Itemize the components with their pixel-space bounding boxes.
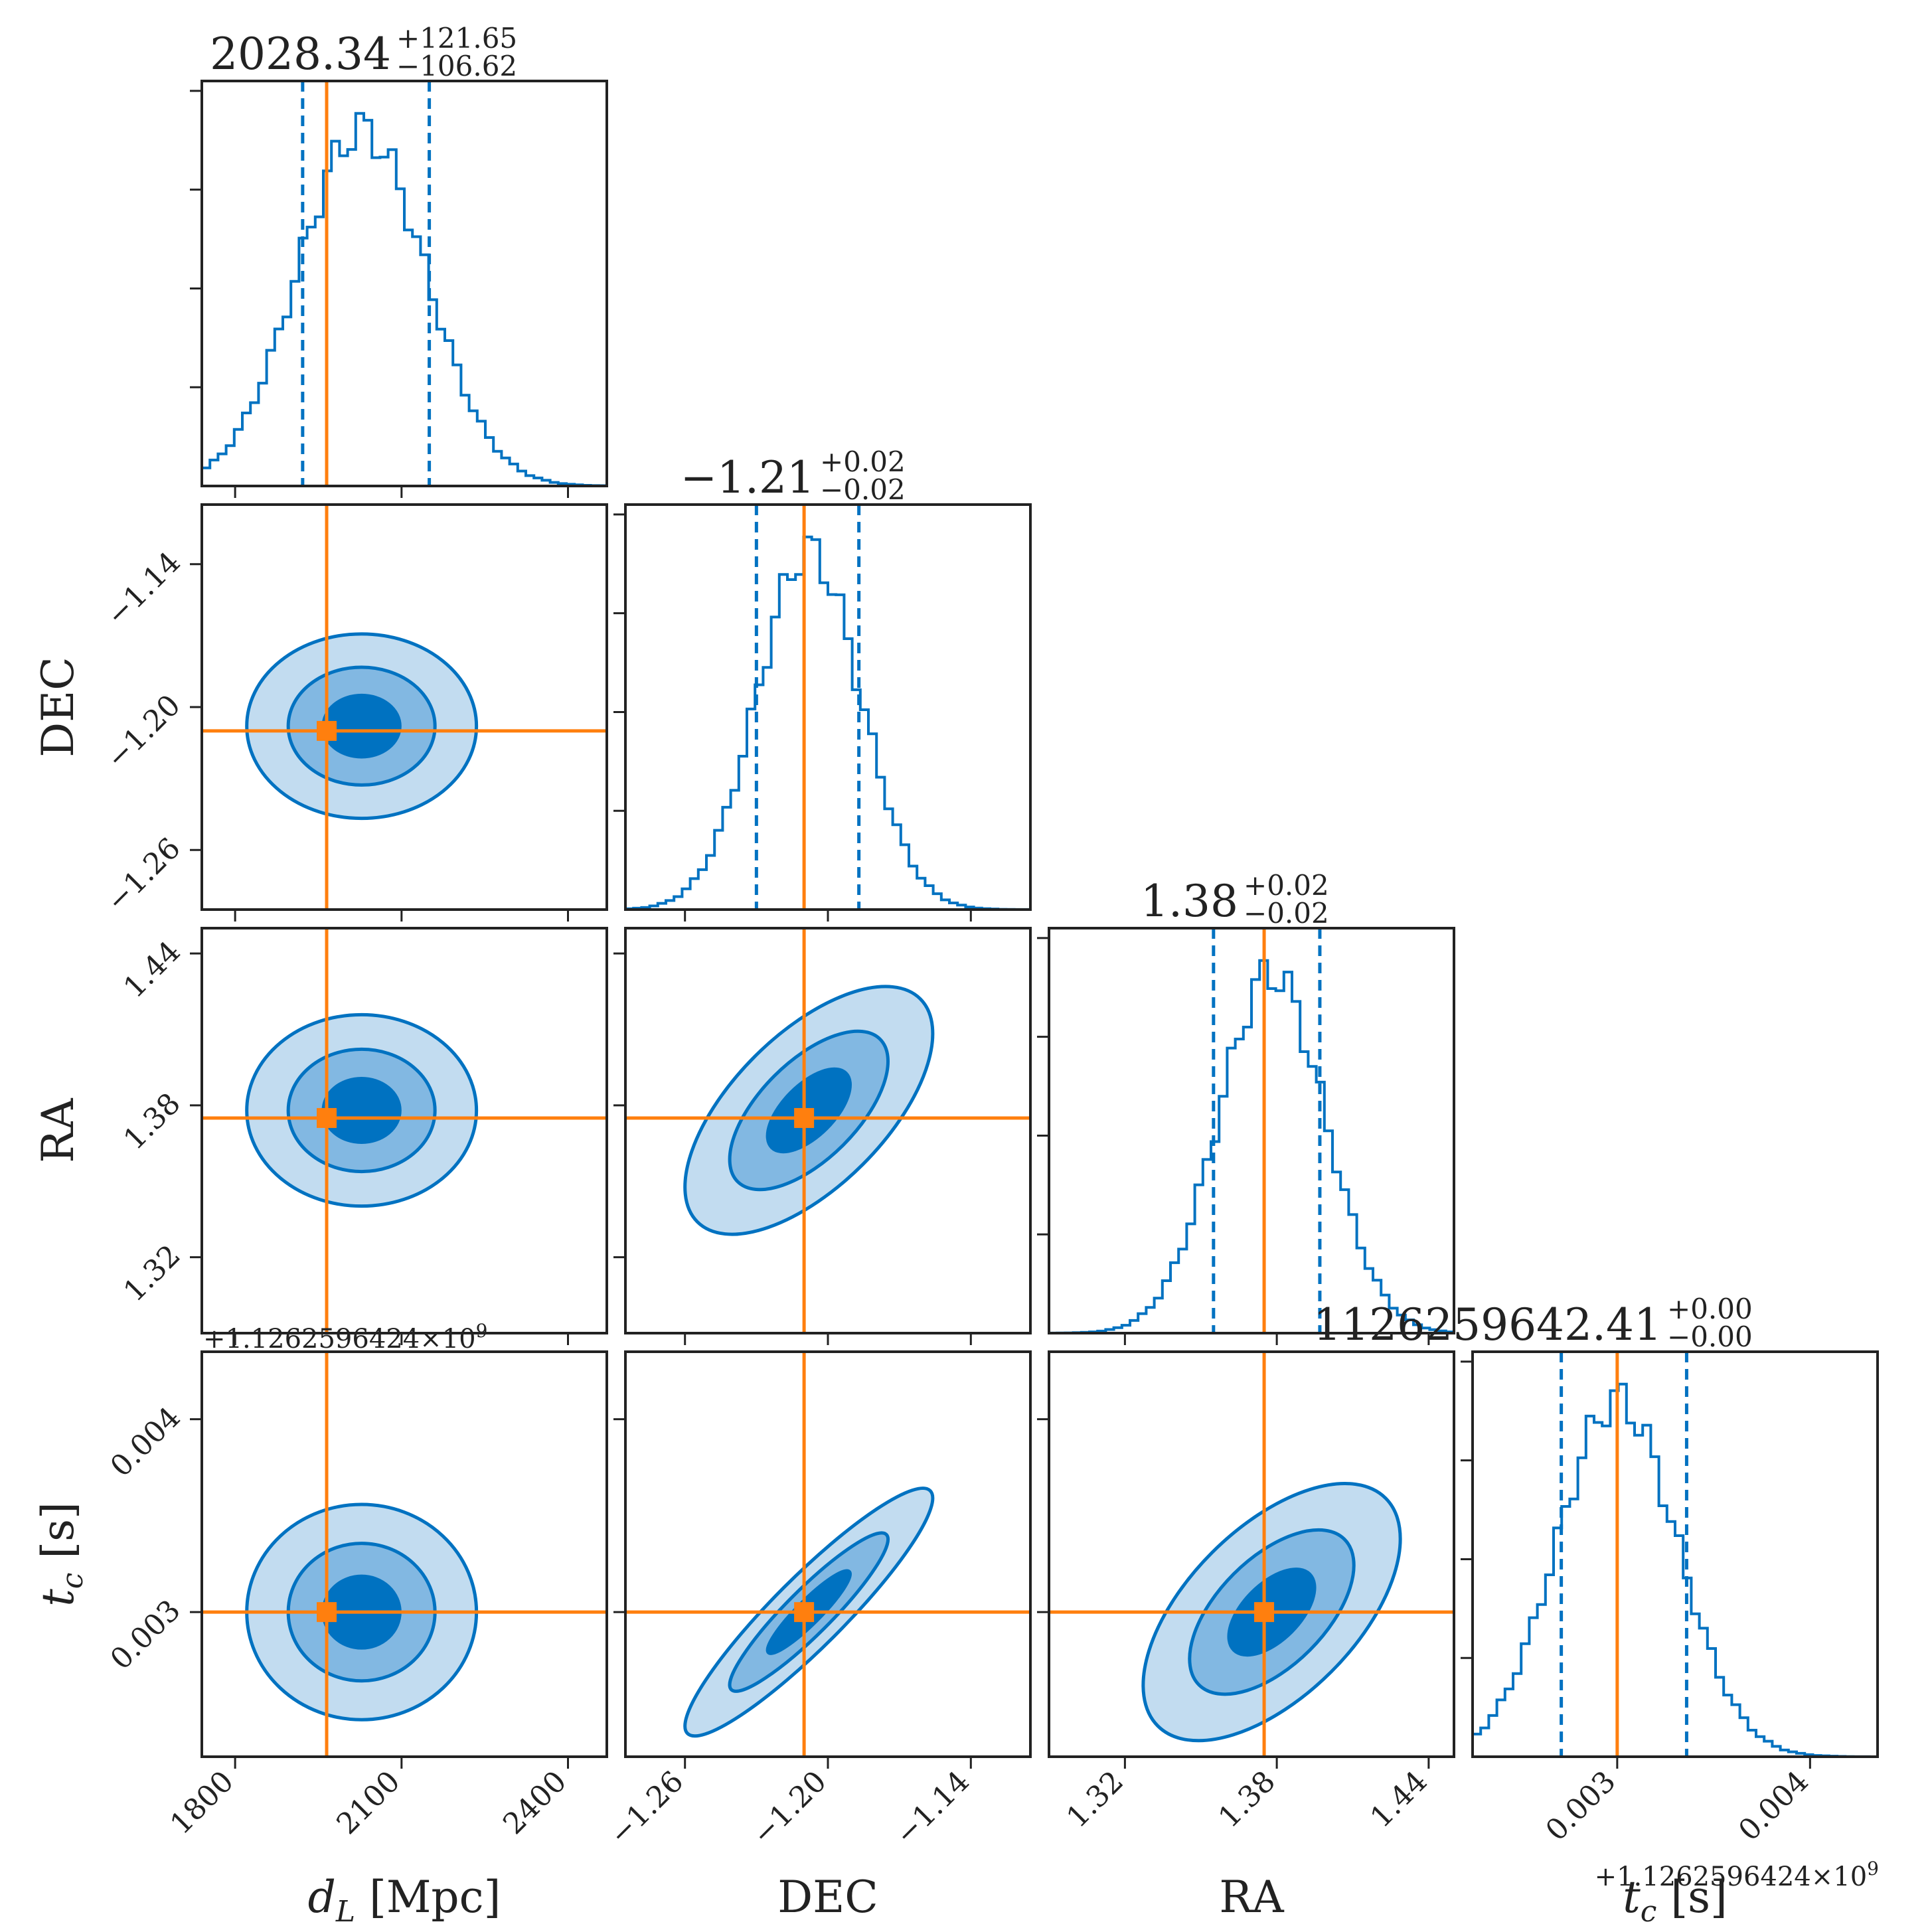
y-axis-label-DEC: DEC [33, 657, 84, 758]
label-rest: [s] [33, 1502, 84, 1572]
contour-content [202, 928, 607, 1333]
contour-panel-RA-vs-DEC [613, 927, 1032, 1345]
histogram-step [1473, 1382, 1878, 1757]
label-sub: L [335, 1895, 355, 1929]
y-tick-label: −1.20 [100, 688, 187, 775]
title-plus: +0.02 [820, 445, 906, 478]
histogram-panel-RA: 1.38 +0.02−0.02 [1037, 869, 1455, 1345]
x-axis-label-dL: dL [Mpc] [308, 1872, 501, 1929]
y-tick-label: 1.32 [117, 1238, 187, 1308]
x-tick-label: 1.44 [1364, 1765, 1433, 1834]
label-sub: c [1641, 1895, 1657, 1929]
contour-panel-tc-vs-DEC: −1.26 −1.20 −1.14 [603, 1350, 1032, 1852]
panel-title: 1126259642.41 +0.00−0.00 [1313, 1293, 1753, 1353]
truth-marker [317, 1107, 337, 1128]
contour-content [625, 928, 1030, 1333]
axes-frame [1471, 1350, 1879, 1758]
label-main: RA [1219, 1872, 1285, 1923]
title-minus: −0.02 [820, 473, 906, 506]
title-minus: −0.02 [1244, 897, 1329, 929]
label-main: t [1623, 1872, 1641, 1923]
axes-frame [201, 1350, 608, 1758]
contour-panel-tc-vs-dL: 1800 2100 2400 0.003 0.004 [104, 1350, 608, 1841]
contour-content [625, 1352, 1030, 1757]
offset-exponent: 9 [1867, 1858, 1879, 1880]
y-tick-label: −1.26 [100, 831, 187, 918]
label-main: DEC [777, 1872, 878, 1923]
axes-frame [1048, 927, 1455, 1334]
contour-content [202, 505, 607, 910]
truth-marker [1254, 1602, 1275, 1623]
contour-panel-DEC-vs-dL: −1.26 −1.20 −1.14 [100, 503, 608, 922]
panel-title: −1.21 +0.02−0.02 [681, 445, 906, 506]
title-minus: −0.00 [1667, 1321, 1753, 1353]
x-tick-label: −1.20 [746, 1765, 833, 1852]
y-axis-label-RA: RA [33, 1097, 84, 1163]
x-axis-label-tc: tc [s] [1623, 1872, 1728, 1929]
x-tick-label: 1.32 [1060, 1765, 1130, 1834]
label-rest: [s] [1656, 1872, 1727, 1923]
histogram-content [1049, 928, 1454, 1333]
y-axis-label-tc: tc [s] [33, 1502, 90, 1607]
title-value: 2028.34 [210, 29, 391, 80]
x-tick-label: 1.38 [1212, 1765, 1282, 1834]
title-plus: +0.00 [1667, 1293, 1753, 1325]
histogram-content [625, 505, 1030, 910]
truth-marker [794, 1602, 815, 1623]
axes-frame [1048, 1350, 1455, 1758]
axes-frame [624, 503, 1032, 911]
x-tick-label: −1.14 [889, 1765, 976, 1852]
histogram-content [202, 81, 607, 486]
y-tick-label: 1.38 [117, 1087, 187, 1157]
y-offset-text: +1.1262596424×109 [203, 1320, 487, 1354]
label-main: DEC [33, 657, 84, 758]
contour-content [1049, 1352, 1454, 1757]
y-tick-label: 1.44 [117, 935, 187, 1005]
label-sub: c [56, 1573, 90, 1589]
title-minus: −106.62 [396, 50, 517, 82]
truth-marker [317, 720, 337, 741]
label-main: t [33, 1589, 84, 1607]
title-value: −1.21 [681, 452, 815, 503]
title-value: 1.38 [1141, 876, 1238, 927]
label-main: d [308, 1872, 336, 1923]
axes-frame [201, 927, 608, 1334]
x-tick-label: 2400 [497, 1765, 573, 1841]
x-axis-label-RA: RA [1219, 1872, 1285, 1923]
histogram-panel-dL: 2028.34 +121.65−106.62 [190, 22, 608, 498]
y-tick-label: −1.14 [100, 545, 187, 632]
histogram-step [1049, 959, 1454, 1333]
x-tick-label: 1800 [164, 1765, 240, 1841]
y-tick-label: 0.004 [104, 1400, 187, 1483]
x-axis-label-DEC: DEC [777, 1872, 878, 1923]
x-tick-label: 2100 [330, 1765, 406, 1841]
histogram-panel-tc: 0.003 0.004 1126259642.41 +0.00−0.00 [1313, 1293, 1879, 1848]
title-value: 1126259642.41 [1313, 1299, 1662, 1350]
x-tick-label: −1.26 [603, 1765, 690, 1852]
title-plus: +0.02 [1244, 869, 1329, 902]
axes-frame [201, 80, 608, 487]
histogram-panel-DEC: −1.21 +0.02−0.02 [613, 445, 1032, 922]
truth-marker [317, 1602, 337, 1623]
contour-panel-RA-vs-dL: 1.32 1.38 1.44 [117, 927, 608, 1345]
histogram-content [1473, 1352, 1878, 1757]
contour-panel-tc-vs-RA: 1.32 1.38 1.44 [1037, 1350, 1455, 1834]
panel-title: 1.38 +0.02−0.02 [1141, 869, 1329, 929]
x-tick-label: 0.003 [1539, 1765, 1622, 1848]
x-offset-text: +1.1262596424×109 [1595, 1858, 1879, 1892]
truth-marker [794, 1107, 815, 1128]
offset-exponent: 9 [476, 1320, 488, 1342]
title-plus: +121.65 [396, 22, 517, 54]
histogram-step [202, 112, 607, 486]
contour-content [202, 1352, 607, 1757]
label-rest: [Mpc] [355, 1872, 501, 1923]
y-tick-label: 0.003 [104, 1593, 187, 1676]
histogram-step [625, 535, 1030, 910]
label-main: RA [33, 1097, 84, 1163]
panel-title: 2028.34 +121.65−106.62 [210, 22, 517, 82]
x-tick-label: 0.004 [1732, 1765, 1815, 1848]
